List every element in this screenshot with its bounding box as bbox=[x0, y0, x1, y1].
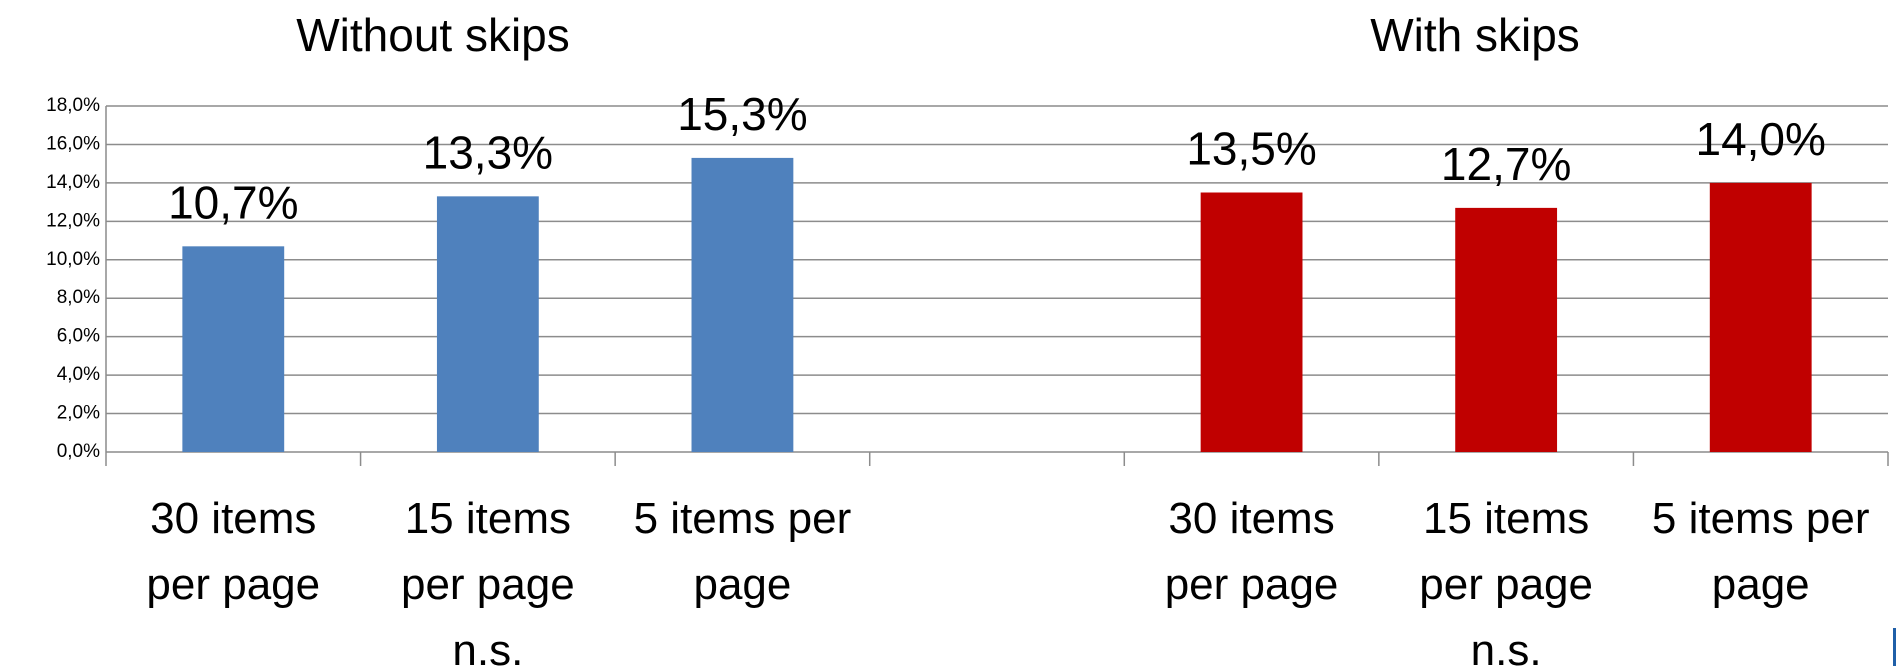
x-tick-label: 5 items per page bbox=[633, 494, 852, 609]
y-tick-label: 12,0% bbox=[46, 210, 100, 231]
value-label: 13,3% bbox=[423, 127, 553, 179]
y-tick-label: 2,0% bbox=[57, 403, 100, 424]
value-label: 10,7% bbox=[168, 176, 298, 228]
y-tick-label: 18,0% bbox=[46, 95, 100, 116]
value-label: 12,7% bbox=[1441, 138, 1571, 190]
y-tick-label: 6,0% bbox=[57, 326, 100, 347]
cursor bbox=[1893, 628, 1896, 666]
x-tick-label: 15 items per page n.s. bbox=[400, 494, 575, 666]
y-tick-label: 8,0% bbox=[57, 287, 100, 308]
y-tick-label: 16,0% bbox=[46, 133, 100, 154]
x-tick-label: 5 items per page bbox=[1651, 494, 1870, 609]
x-tick-label: 30 items per page bbox=[1164, 494, 1339, 609]
y-tick-label: 14,0% bbox=[46, 172, 100, 193]
group-title: With skips bbox=[1370, 9, 1580, 61]
bar bbox=[182, 246, 285, 452]
x-tick-label: 15 items per page n.s. bbox=[1419, 494, 1593, 666]
bar bbox=[1200, 192, 1303, 452]
y-tick-label: 0,0% bbox=[57, 441, 100, 462]
bar bbox=[1455, 207, 1558, 452]
group-title: Without skips bbox=[296, 9, 570, 61]
y-tick-label: 4,0% bbox=[57, 364, 100, 385]
value-label: 13,5% bbox=[1186, 123, 1316, 175]
bar bbox=[691, 157, 794, 452]
value-label: 15,3% bbox=[677, 88, 807, 140]
y-tick-label: 10,0% bbox=[46, 249, 100, 270]
bar bbox=[436, 196, 539, 452]
x-tick-label: 30 items per page bbox=[146, 494, 321, 609]
bar bbox=[1709, 182, 1812, 452]
value-label: 14,0% bbox=[1695, 113, 1825, 165]
